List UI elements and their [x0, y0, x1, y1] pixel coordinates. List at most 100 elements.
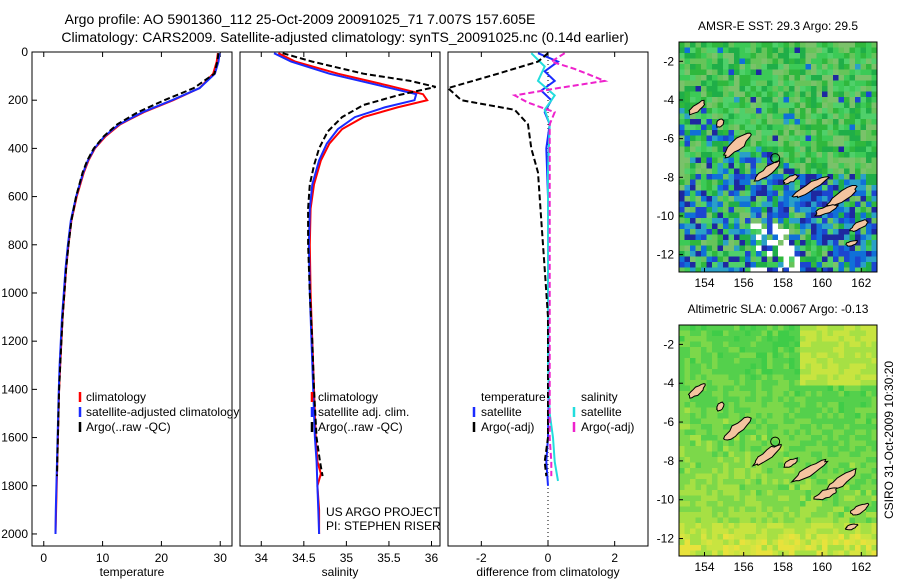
sla-cell [728, 512, 735, 518]
sla-cell [772, 424, 779, 430]
sla-cell [827, 501, 834, 507]
sla-cell [827, 352, 834, 359]
sla-cell [679, 418, 685, 425]
sla-cell [849, 336, 856, 342]
sst-cell [827, 234, 834, 241]
sst-cell [706, 157, 713, 164]
sst-cell [756, 179, 762, 186]
sst-cell [706, 64, 713, 70]
sla-cell [866, 358, 872, 364]
sla-cell [706, 352, 713, 359]
sla-cell [789, 352, 795, 359]
sla-cell [827, 462, 834, 469]
sla-cell [822, 446, 828, 452]
sla-cell [783, 451, 790, 458]
sla-cell [695, 473, 702, 480]
sst-cell [728, 234, 735, 241]
sst-cell [816, 91, 823, 98]
sla-cell [701, 545, 707, 551]
sla-cell [811, 325, 817, 331]
sla-cell [855, 545, 861, 551]
sla-cell [833, 347, 839, 353]
sst-cell [827, 91, 834, 98]
sst-cell [789, 201, 795, 208]
sla-cell [723, 396, 729, 403]
sla-cell [844, 380, 850, 386]
sst-cell [690, 267, 696, 273]
sst-cell [849, 212, 856, 219]
sst-cell [772, 212, 779, 219]
sla-cell [734, 369, 740, 375]
sst-cell [761, 190, 768, 197]
sst-cell [728, 168, 735, 175]
sla-cell [800, 325, 806, 331]
sst-cell [811, 262, 817, 268]
sla-cell [767, 413, 773, 419]
sla-cell [717, 446, 724, 452]
sla-cell [783, 523, 790, 529]
sla-cell [734, 385, 740, 392]
sst-cell [767, 223, 773, 230]
sla-cell [739, 363, 746, 370]
sst-cell [822, 58, 828, 65]
sst-cell [860, 163, 867, 169]
sst-cell [684, 119, 691, 125]
sst-cell [844, 146, 850, 153]
sla-cell [855, 539, 861, 546]
sst-cell [789, 135, 795, 142]
sst-cell [789, 47, 795, 54]
sla-cell [783, 429, 790, 436]
sst-cell [761, 53, 768, 59]
sla-cell [723, 446, 729, 452]
sst-cell [827, 119, 834, 125]
sla-cell [871, 490, 878, 496]
sst-cell [717, 267, 724, 273]
sst-cell [728, 251, 735, 257]
sla-cell [761, 468, 768, 474]
sst-cell [739, 102, 746, 109]
sst-cell [701, 196, 707, 202]
sst-cell [822, 245, 828, 252]
sst-cell [723, 168, 729, 175]
sst-cell [701, 152, 707, 158]
sla-cell [844, 341, 850, 348]
sst-cell [822, 196, 828, 202]
sst-cell [717, 223, 724, 230]
sst-cell [805, 196, 812, 202]
sla-cell [712, 451, 718, 458]
sla-cell [756, 352, 762, 359]
sst-cell [712, 135, 718, 142]
island-shape [791, 176, 830, 199]
sla-cell [816, 473, 823, 480]
sla-cell [679, 440, 685, 447]
sla-cell [679, 369, 685, 375]
sla-cell [844, 446, 850, 452]
sst-cell [855, 185, 861, 191]
sla-cell [849, 440, 856, 447]
sla-cell [761, 545, 768, 551]
sst-cell [723, 108, 729, 114]
sla-cell [745, 517, 751, 524]
sst-cell [783, 53, 790, 59]
island-shape [849, 219, 869, 233]
sla-cell [745, 352, 751, 359]
sst-cell [811, 146, 817, 153]
sla-cell [767, 512, 773, 518]
sst-cell [750, 124, 757, 131]
sla-cell [690, 341, 696, 348]
sst-cell [866, 42, 872, 48]
sla-cell [866, 484, 872, 491]
sla-cell [750, 451, 757, 458]
sla-cell [871, 484, 878, 491]
sst-cell [833, 146, 839, 153]
sst-cell [690, 201, 696, 208]
sst-cell [695, 240, 702, 246]
sla-cell [690, 446, 696, 452]
sla-cell [734, 545, 740, 551]
sla-cell [871, 380, 878, 386]
sst-cell [855, 152, 861, 158]
sst-cell [701, 53, 707, 59]
sla-cell [684, 407, 691, 414]
sst-cell [695, 53, 702, 59]
sla-cell [860, 418, 867, 425]
